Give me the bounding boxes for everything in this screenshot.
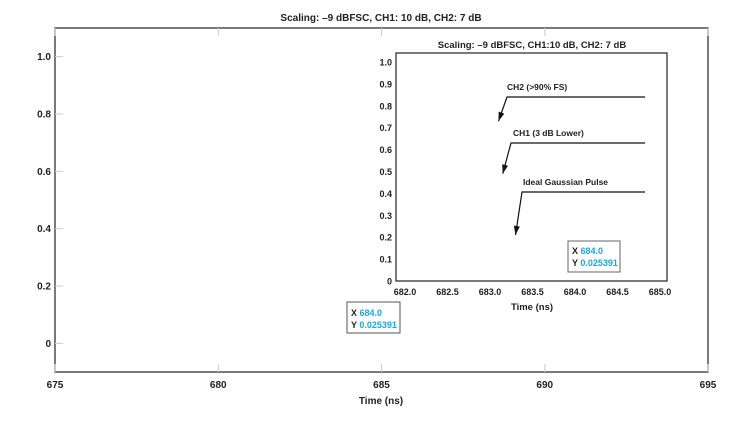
main-cursor-x-value: 684.0	[360, 308, 383, 318]
inset-y-ticks: 0 0.1 0.2 0.3 0.4 0.5 0.6 0.7 0.8 0.9 1.0	[379, 58, 392, 287]
x-tick-label: 690	[536, 380, 553, 391]
y-tick-label: 0	[45, 339, 51, 350]
annotation-leader-line	[514, 191, 645, 236]
y-tick-label: 0.8	[379, 101, 392, 111]
y-tick-label: 0.6	[37, 167, 51, 178]
x-tick-label: 682.0	[394, 287, 417, 297]
y-tick-label: 0.8	[37, 110, 51, 121]
y-tick-label: 0.5	[379, 167, 392, 177]
arrowhead-icon	[498, 111, 505, 122]
x-tick-label: 680	[210, 380, 227, 391]
x-tick-label: 684.5	[606, 287, 629, 297]
inset-cursor-x-value: 684.0	[581, 246, 604, 256]
inset-x-ticks: 682.0 682.5 683.0 683.5 684.0 684.5 685.0	[394, 287, 672, 297]
arrowhead-icon	[513, 225, 520, 236]
y-tick-label: 0.1	[379, 255, 392, 265]
main-title: Scaling: –9 dBFSC, CH1: 10 dB, CH2: 7 dB	[280, 13, 481, 24]
svg-text:X 684.0: X 684.0	[351, 308, 382, 318]
y-tick-label: 0.3	[379, 211, 392, 221]
annotation: Ideal Gaussian Pulse	[513, 177, 645, 236]
svg-text:Y 0.025391: Y 0.025391	[351, 320, 397, 330]
svg-text:Y 0.025391: Y 0.025391	[572, 258, 618, 268]
x-tick-label: 685	[373, 380, 390, 391]
main-y-ticks: 0 0.2 0.4 0.6 0.8 1.0	[37, 52, 63, 350]
y-tick-label: 0	[387, 277, 392, 287]
y-tick-label: 0.4	[379, 189, 392, 199]
main-cursor-x-label: X	[351, 308, 357, 318]
inset-cursor-y-value: 0.025391	[580, 258, 618, 268]
x-tick-label: 683.0	[479, 287, 502, 297]
y-tick-label: 1.0	[379, 58, 392, 68]
inset-plot-frame	[395, 52, 668, 282]
annotation: CH2 (>90% FS)	[497, 82, 645, 122]
x-tick-label: 682.5	[436, 287, 459, 297]
y-tick-label: 1.0	[37, 52, 51, 63]
inset-title: Scaling: –9 dBFSC, CH1:10 dB, CH2: 7 dB	[438, 40, 627, 51]
inset-background	[396, 53, 667, 281]
x-tick-label: 695	[700, 380, 717, 391]
y-tick-label: 0.2	[379, 233, 392, 243]
y-tick-label: 0.9	[379, 79, 392, 89]
y-tick-label: 0.2	[37, 282, 51, 293]
inset-plot: Scaling: –9 dBFSC, CH1:10 dB, CH2: 7 dB …	[379, 40, 671, 313]
annotation-label: Ideal Gaussian Pulse	[523, 177, 608, 187]
main-cursor-readout: X 684.0 Y 0.025391	[346, 301, 401, 334]
x-tick-label: 685.0	[649, 287, 672, 297]
y-tick-label: 0.6	[379, 145, 392, 155]
x-tick-label: 675	[47, 380, 64, 391]
inset-cursor-x-label: X	[572, 246, 578, 256]
arrowhead-icon	[502, 164, 508, 174]
inset-cursor-y-label: Y	[572, 258, 578, 268]
main-x-ticks: 675 680 685 690 695	[47, 28, 717, 391]
inset-x-axis-label: Time (ns)	[511, 302, 553, 313]
annotation-leader-line	[502, 142, 645, 174]
x-tick-label: 683.5	[521, 287, 544, 297]
y-tick-label: 0.7	[379, 123, 392, 133]
main-plot: Scaling: –9 dBFSC, CH1: 10 dB, CH2: 7 dB…	[37, 13, 717, 407]
y-tick-label: 0.4	[37, 224, 51, 235]
annotation-label: CH1 (3 dB Lower)	[513, 128, 584, 138]
main-cursor-y-value: 0.025391	[359, 320, 397, 330]
annotation: CH1 (3 dB Lower)	[502, 128, 645, 174]
annotation-label: CH2 (>90% FS)	[507, 82, 567, 92]
main-x-axis-label: Time (ns)	[359, 396, 403, 407]
main-cursor-y-label: Y	[351, 320, 357, 330]
svg-text:X 684.0: X 684.0	[572, 246, 603, 256]
inset-annotations: CH2 (>90% FS) CH1 (3 dB Lower) Ideal Gauss…	[497, 82, 645, 236]
inset-cursor-readout: X 684.0 Y 0.025391	[567, 240, 621, 273]
x-tick-label: 684.0	[564, 287, 587, 297]
